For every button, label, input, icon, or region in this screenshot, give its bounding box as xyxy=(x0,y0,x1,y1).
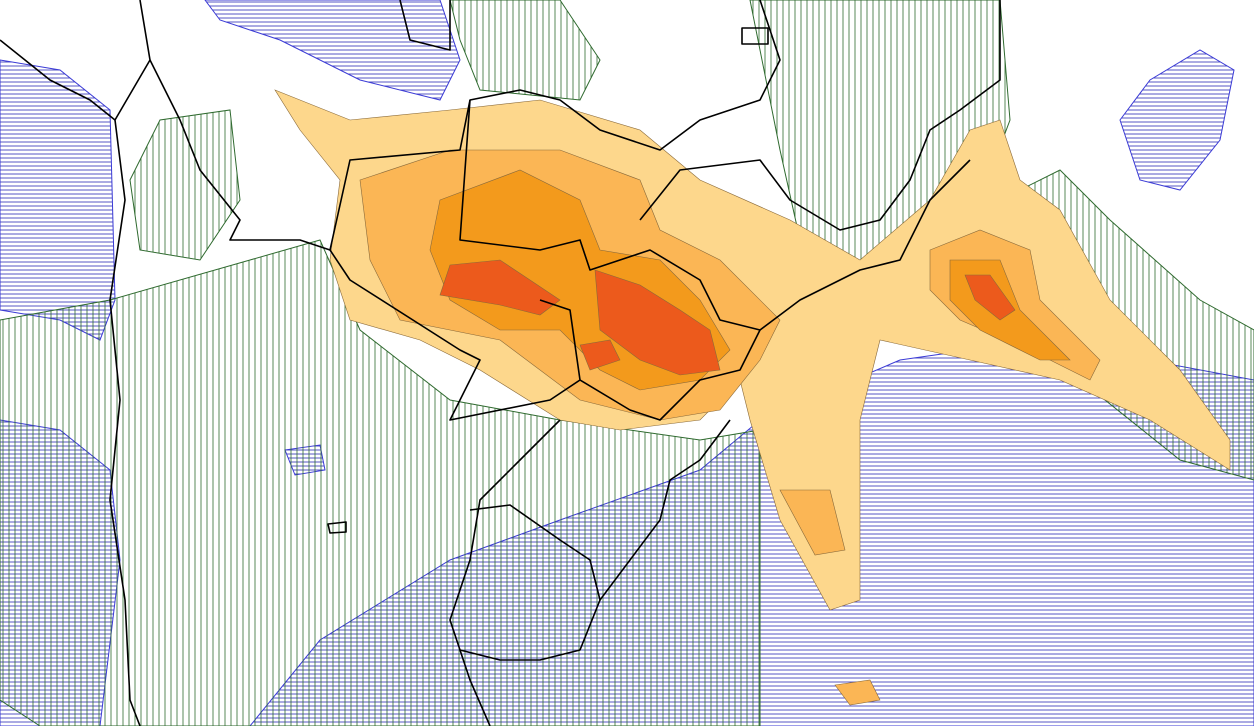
borders xyxy=(0,0,1001,726)
aerosol-layer xyxy=(274,89,1231,706)
